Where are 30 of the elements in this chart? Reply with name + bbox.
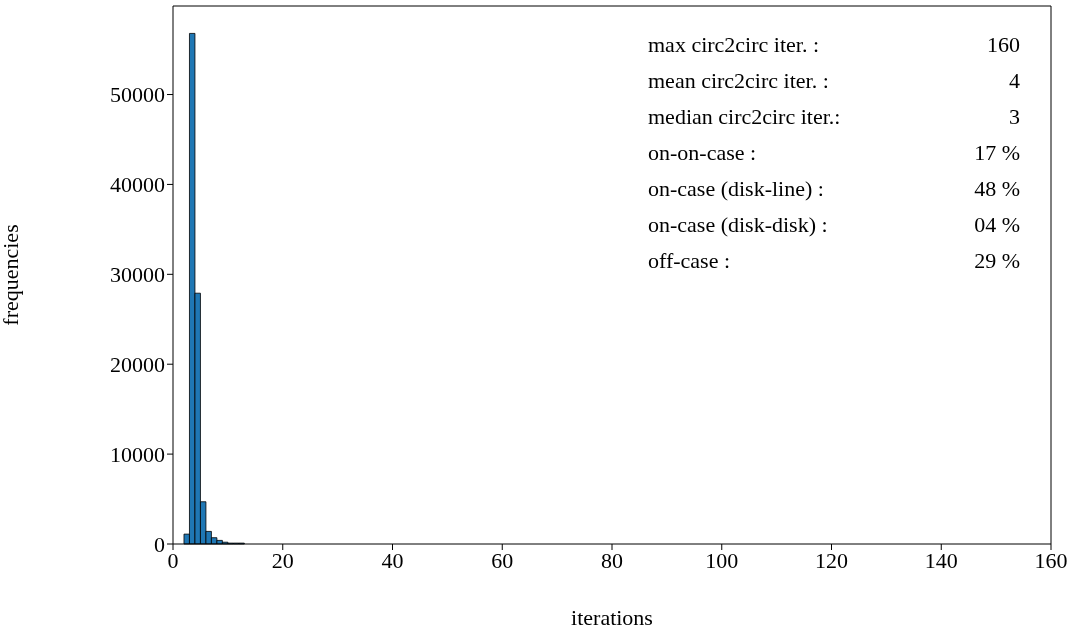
annotation: 4: [1009, 68, 1020, 93]
x-tick-label: 40: [381, 547, 404, 573]
annotation: on-case (disk-line) :: [648, 176, 824, 201]
annotation: 3: [1009, 104, 1020, 129]
y-axis-title: frequencies: [0, 224, 23, 326]
y-tick-label: 0: [154, 531, 165, 557]
annotation: 48 %: [974, 176, 1020, 201]
annotation: off-case :: [648, 248, 731, 273]
x-tick-label: 140: [924, 547, 958, 573]
x-tick-label: 100: [705, 547, 739, 573]
annotation: 04 %: [974, 212, 1020, 237]
annotation: on-case (disk-disk) :: [648, 212, 828, 237]
x-axis-title: iterations: [571, 605, 653, 630]
x-tick-label: 160: [1034, 547, 1068, 573]
y-tick-label: 10000: [110, 441, 165, 467]
x-tick-label: 60: [491, 547, 514, 573]
x-tick-label: 20: [271, 547, 294, 573]
annotation: 160: [987, 32, 1020, 57]
annotation: median circ2circ iter.:: [648, 104, 841, 129]
annotation: max circ2circ iter. :: [648, 32, 820, 57]
x-tick-label: 80: [601, 547, 623, 573]
y-tick-label: 30000: [110, 262, 165, 288]
annotation: mean circ2circ iter. :: [648, 68, 829, 93]
x-tick-label: 120: [815, 547, 848, 573]
y-tick-label: 50000: [110, 82, 165, 108]
y-tick-label: 40000: [110, 172, 165, 198]
y-tick-label: 20000: [110, 352, 165, 378]
annotation: 29 %: [974, 248, 1020, 273]
annotation: 17 %: [974, 140, 1020, 165]
annotation: on-on-case :: [648, 140, 757, 165]
